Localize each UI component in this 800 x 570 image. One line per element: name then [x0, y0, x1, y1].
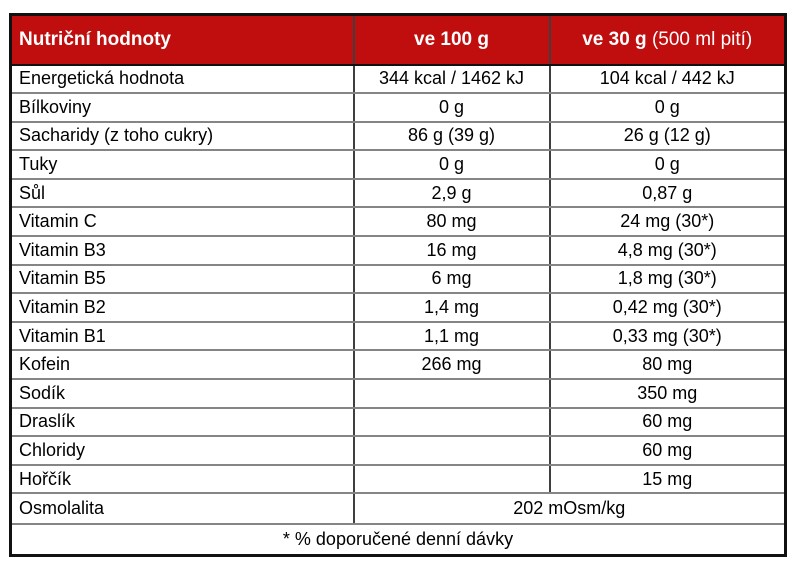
table-row: Chloridy 60 mg	[9, 435, 787, 466]
value-per-100g: 344 kcal / 1462 kJ	[352, 63, 551, 95]
value-per-100g: 1,1 mg	[352, 320, 551, 352]
table-row: Vitamin B3 16 mg 4,8 mg (30*)	[9, 235, 787, 266]
table-row: Vitamin C 80 mg 24 mg (30*)	[9, 206, 787, 238]
nutrient-label: Vitamin B5	[9, 263, 355, 295]
nutrient-label: Osmolalita	[9, 492, 355, 526]
value-per-100g: 266 mg	[352, 349, 551, 381]
table-row: Bílkoviny 0 g 0 g	[9, 92, 787, 123]
table-row: Energetická hodnota 344 kcal / 1462 kJ 1…	[9, 63, 787, 95]
nutrient-label: Energetická hodnota	[9, 63, 355, 95]
header-per-100g: ve 100 g	[352, 13, 551, 66]
value-per-30g: 80 mg	[548, 349, 787, 381]
table-row: Vitamin B5 6 mg 1,8 mg (30*)	[9, 263, 787, 295]
value-per-30g: 24 mg (30*)	[548, 206, 787, 238]
nutrient-label: Sacharidy (z toho cukry)	[9, 120, 355, 152]
header-per-30g-note: (500 ml pití)	[646, 28, 753, 50]
value-per-30g: 104 kcal / 442 kJ	[548, 63, 787, 95]
value-per-30g: 15 mg	[548, 463, 787, 495]
header-per-30g: ve 30 g (500 ml pití)	[548, 13, 787, 66]
value-per-100g	[352, 378, 551, 409]
value-per-30g: 60 mg	[548, 435, 787, 466]
table-row: Hořčík 15 mg	[9, 463, 787, 495]
value-per-30g: 0 g	[548, 92, 787, 123]
table-row: Tuky 0 g 0 g	[9, 149, 787, 180]
value-per-100g	[352, 463, 551, 495]
value-per-30g: 350 mg	[548, 378, 787, 409]
nutrient-label: Vitamin C	[9, 206, 355, 238]
nutrient-label: Sodík	[9, 378, 355, 409]
value-per-30g: 4,8 mg (30*)	[548, 235, 787, 266]
value-per-100g: 16 mg	[352, 235, 551, 266]
table-row: Sůl 2,9 g 0,87 g	[9, 177, 787, 209]
header-row: Nutriční hodnoty ve 100 g ve 30 g (500 m…	[9, 13, 787, 66]
osmolality-value: 202 mOsm/kg	[352, 492, 787, 526]
nutrient-label: Vitamin B2	[9, 292, 355, 323]
value-per-30g: 0,33 mg (30*)	[548, 320, 787, 352]
table-row-osmolality: Osmolalita 202 mOsm/kg	[9, 492, 787, 526]
value-per-30g: 60 mg	[548, 406, 787, 438]
value-per-30g: 1,8 mg (30*)	[548, 263, 787, 295]
nutrient-label: Vitamin B3	[9, 235, 355, 266]
value-per-100g	[352, 435, 551, 466]
value-per-30g: 0,87 g	[548, 177, 787, 209]
table-row: Vitamin B1 1,1 mg 0,33 mg (30*)	[9, 320, 787, 352]
nutrient-label: Sůl	[9, 177, 355, 209]
footnote-row: * % doporučené denní dávky	[10, 523, 786, 557]
value-per-30g: 0,42 mg (30*)	[548, 292, 787, 323]
value-per-100g: 6 mg	[352, 263, 551, 295]
nutrition-facts-table: Nutriční hodnoty ve 100 g ve 30 g (500 m…	[9, 13, 787, 557]
value-per-100g: 80 mg	[352, 206, 551, 238]
table-row: Vitamin B2 1,4 mg 0,42 mg (30*)	[9, 292, 787, 323]
value-per-100g: 0 g	[352, 149, 551, 180]
header-nutrition-values: Nutriční hodnoty	[9, 13, 355, 66]
table-row: Sodík 350 mg	[9, 378, 787, 409]
nutrient-label: Kofein	[9, 349, 355, 381]
value-per-100g: 0 g	[352, 92, 551, 123]
nutrient-label: Bílkoviny	[9, 92, 355, 123]
table-row: Sacharidy (z toho cukry) 86 g (39 g) 26 …	[9, 120, 787, 152]
value-per-30g: 26 g (12 g)	[548, 120, 787, 152]
value-per-100g	[352, 406, 551, 438]
nutrient-label: Draslík	[9, 406, 355, 438]
header-per-30g-amount: ve 30 g	[582, 28, 647, 50]
value-per-30g: 0 g	[548, 149, 787, 180]
value-per-100g: 86 g (39 g)	[352, 120, 551, 152]
nutrient-label: Chloridy	[9, 435, 355, 466]
value-per-100g: 1,4 mg	[352, 292, 551, 323]
value-per-100g: 2,9 g	[352, 177, 551, 209]
nutrient-label: Hořčík	[9, 463, 355, 495]
nutrient-label: Vitamin B1	[9, 320, 355, 352]
footnote-text: * % doporučené denní dávky	[10, 523, 786, 557]
table-row: Kofein 266 mg 80 mg	[9, 349, 787, 381]
nutrient-label: Tuky	[9, 149, 355, 180]
table-row: Draslík 60 mg	[9, 406, 787, 438]
